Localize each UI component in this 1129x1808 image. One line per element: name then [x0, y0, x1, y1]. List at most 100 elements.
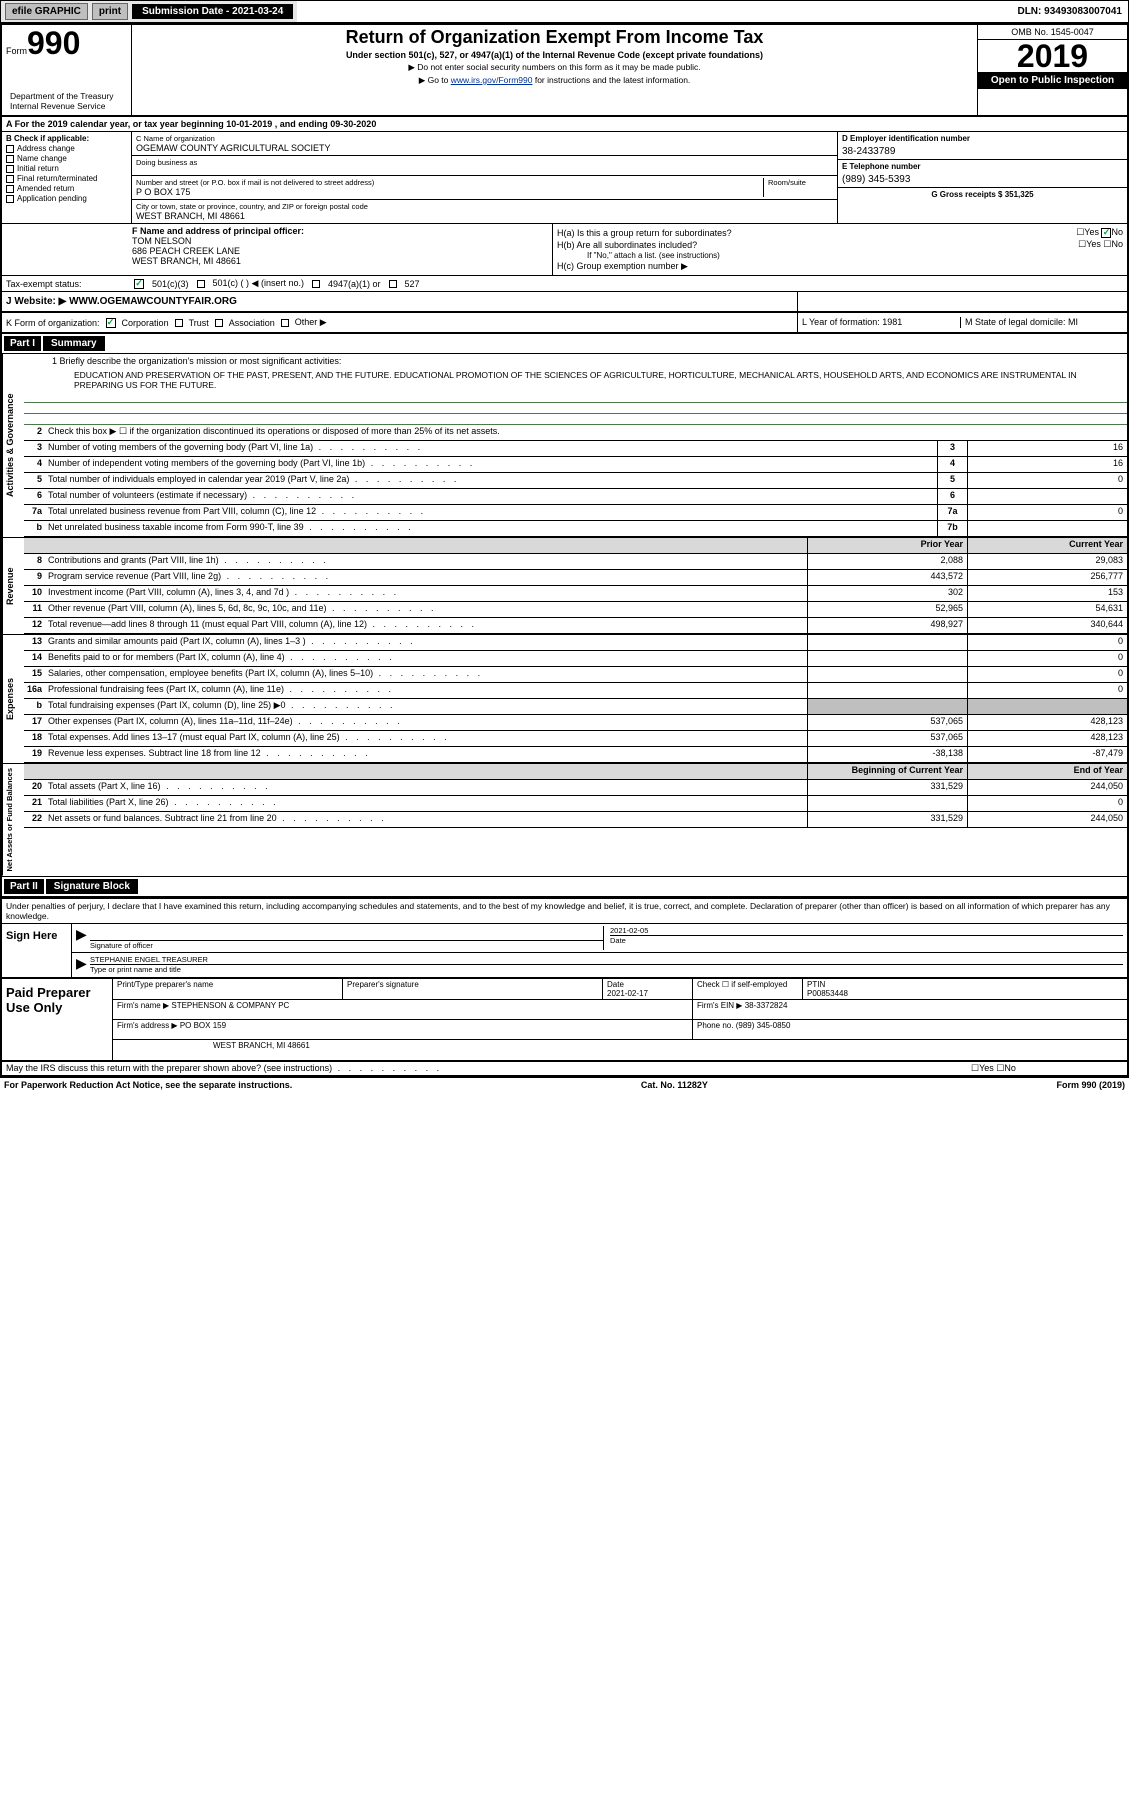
note-ssn: ▶ Do not enter social security numbers o… [138, 62, 971, 73]
cb-application-pending[interactable] [6, 195, 14, 203]
na-row: 22Net assets or fund balances. Subtract … [24, 812, 1127, 828]
cb-corporation-checked: ✓ [106, 318, 116, 328]
col-b-checkboxes: B Check if applicable: Address change Na… [2, 132, 132, 223]
tax-year: 2019 [978, 40, 1127, 72]
cb-final-return[interactable] [6, 175, 14, 183]
rev-row: 9Program service revenue (Part VIII, lin… [24, 570, 1127, 586]
gov-row: 6Total number of volunteers (estimate if… [24, 489, 1127, 505]
gov-row: 7aTotal unrelated business revenue from … [24, 505, 1127, 521]
perjury-declaration: Under penalties of perjury, I declare th… [2, 899, 1127, 923]
sign-here: Sign Here [2, 924, 72, 977]
city: WEST BRANCH, MI 48661 [136, 211, 833, 221]
cb-amended[interactable] [6, 185, 14, 193]
irs-link[interactable]: www.irs.gov/Form990 [451, 75, 533, 85]
open-to-public: Open to Public Inspection [978, 72, 1127, 89]
gov-row: 4Number of independent voting members of… [24, 457, 1127, 473]
city-label: City or town, state or province, country… [136, 202, 833, 211]
cb-501c3-checked: ✓ [134, 279, 144, 289]
hb-label: H(b) Are all subordinates included? [557, 240, 697, 250]
officer-name: TOM NELSON [132, 236, 548, 246]
website: WWW.OGEMAWCOUNTYFAIR.ORG [69, 296, 237, 307]
prep-ptin: P00853448 [807, 989, 1123, 998]
room-label: Room/suite [768, 178, 833, 187]
rev-row: 12Total revenue—add lines 8 through 11 (… [24, 618, 1127, 634]
tab-governance: Activities & Governance [2, 354, 24, 537]
officer-addr2: WEST BRANCH, MI 48661 [132, 256, 548, 266]
sig-officer-label: Signature of officer [90, 940, 603, 950]
cb-initial-return[interactable] [6, 165, 14, 173]
paid-preparer-label: Paid Preparer Use Only [2, 979, 112, 1060]
hdr-current-year: Current Year [967, 538, 1127, 553]
part2-label: Part II [4, 879, 44, 894]
rev-row: 8Contributions and grants (Part VIII, li… [24, 554, 1127, 570]
exp-row: 18Total expenses. Add lines 13–17 (must … [24, 731, 1127, 747]
ein: 38-2433789 [842, 143, 1123, 157]
hdr-end: End of Year [967, 764, 1127, 779]
firm-name: STEPHENSON & COMPANY PC [171, 1001, 289, 1010]
hdr-prior-year: Prior Year [807, 538, 967, 553]
line2: Check this box ▶ ☐ if the organization d… [44, 425, 1127, 440]
part2-title: Signature Block [46, 879, 138, 894]
hdr-beginning: Beginning of Current Year [807, 764, 967, 779]
tab-netassets: Net Assets or Fund Balances [2, 764, 24, 876]
prep-date: 2021-02-17 [607, 989, 688, 998]
cb-trust[interactable] [175, 319, 183, 327]
hc-group-exemption [797, 292, 1127, 311]
form-title: Return of Organization Exempt From Incom… [138, 27, 971, 48]
cb-name-change[interactable] [6, 155, 14, 163]
cb-4947[interactable] [312, 280, 320, 288]
cb-other[interactable] [281, 319, 289, 327]
exp-row: 15Salaries, other compensation, employee… [24, 667, 1127, 683]
dln: DLN: 93493083007041 [1011, 4, 1128, 19]
na-row: 21Total liabilities (Part X, line 26)0 [24, 796, 1127, 812]
footer-mid: Cat. No. 11282Y [641, 1080, 708, 1090]
tax-status-label: Tax-exempt status: [6, 279, 126, 289]
part1-title: Summary [43, 336, 105, 351]
exp-row: 14Benefits paid to or for members (Part … [24, 651, 1127, 667]
phone: (989) 345-5393 [842, 171, 1123, 185]
prep-sig-hdr: Preparer's signature [343, 979, 603, 999]
row-a-period: A For the 2019 calendar year, or tax yea… [2, 117, 1127, 132]
website-label: J Website: ▶ [6, 296, 66, 307]
gov-row: 3Number of voting members of the governi… [24, 441, 1127, 457]
phone-label: E Telephone number [842, 162, 1123, 171]
form-label: Form [6, 46, 27, 56]
dba-label: Doing business as [136, 158, 833, 167]
top-bar: efile GRAPHIC print Submission Date - 20… [0, 0, 1129, 23]
hb-note: If "No," attach a list. (see instruction… [557, 251, 1123, 260]
efile-button[interactable]: efile GRAPHIC [5, 3, 88, 20]
hc-label: H(c) Group exemption number ▶ [557, 261, 688, 272]
form-org-label: K Form of organization: [6, 318, 100, 328]
note-link: ▶ Go to www.irs.gov/Form990 for instruct… [138, 75, 971, 86]
ein-label: D Employer identification number [842, 134, 1123, 143]
prep-name-hdr: Print/Type preparer's name [113, 979, 343, 999]
cb-501c[interactable] [197, 280, 205, 288]
submission-date: Submission Date - 2021-03-24 [132, 4, 293, 19]
firm-ein: 38-3372824 [745, 1001, 788, 1010]
part1-label: Part I [4, 336, 41, 351]
na-row: 20Total assets (Part X, line 16)331,5292… [24, 780, 1127, 796]
discuss-preparer: May the IRS discuss this return with the… [2, 1062, 967, 1075]
officer-addr1: 686 PEACH CREEK LANE [132, 246, 548, 256]
form-number: 990 [27, 25, 80, 61]
exp-row: 16aProfessional fundraising fees (Part I… [24, 683, 1127, 699]
cb-address-change[interactable] [6, 145, 14, 153]
rev-row: 10Investment income (Part VIII, column (… [24, 586, 1127, 602]
prep-self-employed: Check ☐ if self-employed [693, 979, 803, 999]
org-name-label: C Name of organization [136, 134, 833, 143]
print-button[interactable]: print [92, 3, 128, 20]
gov-row: bNet unrelated business taxable income f… [24, 521, 1127, 537]
mission-text: EDUCATION AND PRESERVATION OF THE PAST, … [24, 368, 1127, 392]
department: Department of the Treasury Internal Reve… [6, 89, 127, 113]
form-subtitle: Under section 501(c), 527, or 4947(a)(1)… [138, 50, 971, 60]
footer-left: For Paperwork Reduction Act Notice, see … [4, 1080, 292, 1090]
mission-label: 1 Briefly describe the organization's mi… [24, 354, 1127, 368]
org-name: OGEMAW COUNTY AGRICULTURAL SOCIETY [136, 143, 833, 153]
cb-association[interactable] [215, 319, 223, 327]
cb-527[interactable] [389, 280, 397, 288]
sig-date: 2021-02-05 [610, 926, 1123, 935]
footer-right: Form 990 (2019) [1056, 1080, 1125, 1090]
firm-city: WEST BRANCH, MI 48661 [113, 1040, 1127, 1060]
officer-label: F Name and address of principal officer: [132, 226, 548, 236]
tab-revenue: Revenue [2, 538, 24, 634]
